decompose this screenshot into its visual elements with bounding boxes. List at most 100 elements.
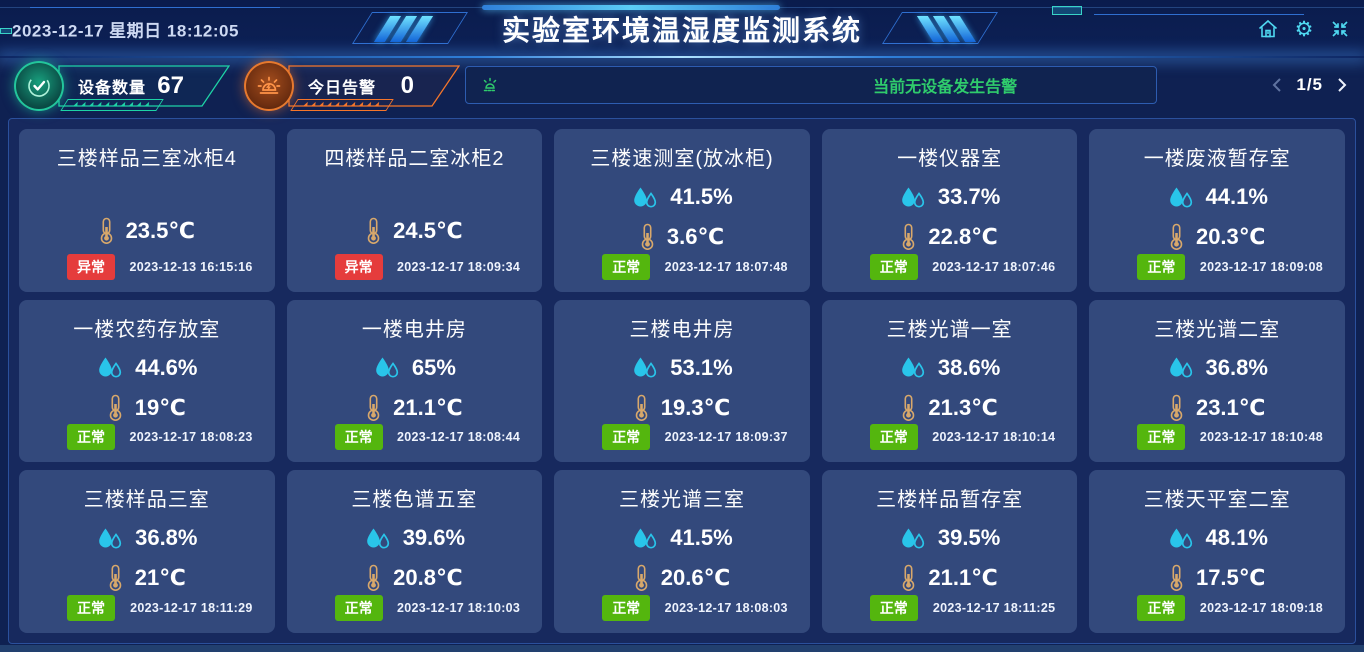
- card-footer: 异常 2023-12-13 16:15:16: [19, 253, 275, 280]
- humidity-row: 65%: [287, 350, 543, 386]
- humidity-drops-icon: [899, 185, 926, 210]
- card-footer: 正常 2023-12-17 18:10:14: [822, 424, 1078, 451]
- status-badge: 正常: [67, 424, 115, 451]
- humidity-row: 39.6%: [287, 520, 543, 556]
- next-page-button[interactable]: [1336, 77, 1348, 93]
- thermometer-icon: [1169, 394, 1184, 422]
- thermometer-icon: [99, 217, 114, 245]
- settings-icon[interactable]: ⚙︎: [1294, 17, 1314, 41]
- device-count-value: 67: [157, 72, 184, 99]
- right-mini-rect-decoration: [1052, 6, 1082, 15]
- humidity-row: 41.5%: [554, 179, 810, 215]
- update-time: 2023-12-17 18:08:44: [397, 430, 521, 445]
- room-name: 三楼速测室(放冰柜): [590, 148, 774, 170]
- stats-row: 设备数量 67 今日告警 0: [0, 58, 1364, 118]
- room-name: 三楼样品暂存室: [876, 489, 1024, 512]
- device-card[interactable]: 三楼天平室二室 48.1% 17.5℃ 正常: [1089, 470, 1345, 633]
- device-card[interactable]: 三楼电井房 53.1% 19.3℃ 正常: [554, 299, 810, 463]
- temperature-value: 22.8℃: [928, 224, 998, 249]
- device-card[interactable]: 三楼光谱一室 38.6% 21.3℃ 正常: [821, 299, 1078, 463]
- card-footer: 正常 2023-12-17 18:09:18: [1089, 595, 1345, 621]
- device-card[interactable]: 一楼仪器室 33.7% 22.8℃ 正常: [821, 129, 1078, 292]
- device-card[interactable]: 三楼样品三室 36.8% 21℃ 正常 2: [19, 470, 275, 633]
- thermometer-icon: [634, 564, 649, 592]
- update-time: 2023-12-17 18:10:14: [932, 430, 1056, 445]
- humidity-drops-icon: [1167, 355, 1194, 380]
- device-card[interactable]: 一楼农药存放室 44.6% 19℃ 正常: [19, 299, 275, 463]
- right-deco-line: [1094, 14, 1304, 15]
- device-card[interactable]: 三楼光谱二室 36.8% 23.1℃ 正常: [1089, 299, 1345, 463]
- room-name: 三楼天平室二室: [1143, 489, 1291, 512]
- card-footer: 正常 2023-12-17 18:07:48: [554, 253, 810, 280]
- humidity-row: 48.1%: [1089, 520, 1345, 556]
- device-count-label: 设备数量: [78, 80, 147, 97]
- temperature-row: 21.1℃: [287, 390, 543, 426]
- humidity-value: 39.6%: [402, 525, 466, 551]
- temperature-value: 19.3℃: [660, 394, 731, 420]
- status-badge: 正常: [602, 424, 651, 451]
- prev-page-button[interactable]: [1271, 77, 1283, 93]
- humidity-value: 41.5%: [670, 525, 733, 551]
- temperature-value: 21.1℃: [393, 394, 463, 420]
- device-card[interactable]: 三楼样品暂存室 39.5% 21.1℃ 正常: [821, 470, 1078, 633]
- card-footer: 正常 2023-12-17 18:08:23: [19, 424, 275, 451]
- humidity-value: 41.5%: [670, 184, 733, 209]
- update-time: 2023-12-17 18:08:23: [129, 430, 253, 445]
- thermometer-icon: [901, 564, 916, 592]
- update-time: 2023-12-17 18:09:08: [1199, 259, 1323, 274]
- room-name: 一楼废液暂存室: [1143, 148, 1291, 170]
- card-grid: 三楼样品三室冰柜4 23.5℃ 异常 2: [9, 119, 1355, 643]
- status-badge: 正常: [1137, 424, 1186, 451]
- room-name: 一楼农药存放室: [73, 318, 221, 341]
- status-badge: 正常: [1137, 595, 1186, 621]
- status-badge: 正常: [334, 424, 383, 451]
- humidity-value: 36.8%: [1205, 354, 1268, 380]
- card-footer: 正常 2023-12-17 18:08:44: [287, 424, 543, 451]
- card-footer: 正常 2023-12-17 18:10:48: [1089, 424, 1345, 451]
- humidity-row: 38.6%: [822, 350, 1078, 386]
- header: 2023-12-17 星期日 18:12:05 实验室环境温湿度监测系统 ⚙︎: [0, 0, 1364, 58]
- temperature-value: 17.5℃: [1195, 565, 1266, 591]
- humidity-drops-icon: [631, 185, 658, 210]
- humidity-value: 53.1%: [670, 354, 733, 380]
- status-badge: 正常: [869, 595, 918, 621]
- header-icons: ⚙︎: [1256, 17, 1352, 41]
- fullscreen-icon[interactable]: [1328, 17, 1352, 41]
- humidity-row: 39.5%: [822, 520, 1078, 556]
- device-card[interactable]: 一楼废液暂存室 44.1% 20.3℃ 正常: [1089, 129, 1345, 292]
- humidity-value: 38.6%: [937, 354, 1001, 380]
- left-mini-rect-decoration: [0, 28, 12, 34]
- humidity-row: 36.8%: [19, 520, 275, 556]
- thermometer-icon: [1169, 223, 1184, 251]
- status-badge: 正常: [1137, 253, 1186, 280]
- humidity-drops-icon: [96, 526, 123, 551]
- device-card[interactable]: 三楼光谱三室 41.5% 20.6℃ 正常: [554, 470, 810, 633]
- siren-icon: [480, 75, 500, 95]
- thermometer-icon: [1169, 564, 1184, 592]
- device-card[interactable]: 三楼速测室(放冰柜) 41.5% 3.6℃ 正常: [554, 129, 810, 292]
- device-card[interactable]: 一楼电井房 65% 21.1℃ 正常 20: [286, 299, 543, 463]
- room-name: 三楼样品三室: [83, 489, 210, 512]
- temperature-row: 20.3℃: [1089, 219, 1345, 255]
- check-circle-icon: [14, 61, 64, 111]
- device-count-box: 设备数量 67: [58, 65, 230, 111]
- update-time: 2023-12-17 18:10:03: [397, 601, 521, 615]
- humidity-value: 48.1%: [1205, 525, 1268, 551]
- temperature-value: 21.3℃: [928, 394, 998, 420]
- status-badge: 正常: [602, 253, 651, 280]
- thermometer-icon: [366, 564, 381, 592]
- card-footer: 正常 2023-12-17 18:07:46: [822, 253, 1078, 280]
- humidity-row: 44.1%: [1089, 179, 1345, 215]
- device-card[interactable]: 三楼样品三室冰柜4 23.5℃ 异常 2: [19, 129, 275, 292]
- update-time: 2023-12-17 18:07:48: [664, 259, 788, 274]
- humidity-drops-icon: [631, 526, 658, 551]
- room-name: 三楼色谱五室: [351, 489, 478, 512]
- alert-banner-message: 当前无设备发生告警: [873, 79, 1018, 96]
- device-card[interactable]: 三楼色谱五室 39.6% 20.8℃ 正常: [286, 470, 543, 633]
- home-icon[interactable]: [1256, 17, 1280, 41]
- temperature-row: 19.3℃: [554, 390, 810, 426]
- card-footer: 正常 2023-12-17 18:09:08: [1089, 253, 1345, 280]
- device-card[interactable]: 四楼样品二室冰柜2 24.5℃ 异常 2: [286, 129, 543, 292]
- thermometer-icon: [366, 217, 381, 245]
- temperature-row: 21.1℃: [822, 560, 1078, 596]
